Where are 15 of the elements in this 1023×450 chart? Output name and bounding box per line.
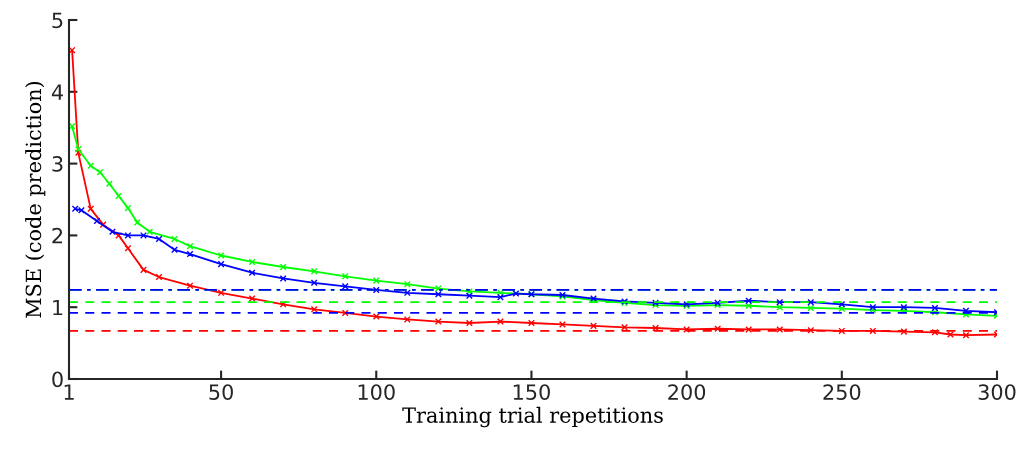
x-tick-label: 1 — [64, 384, 74, 400]
x-tick-label: 50 — [209, 384, 233, 400]
x-tick-label: 100 — [358, 384, 395, 400]
x-tick-label: 150 — [513, 384, 550, 400]
y-tick-label: 5 — [52, 12, 63, 29]
y-axis-title: MSE (code prediction) — [25, 81, 46, 318]
x-tick-label: 200 — [668, 384, 706, 400]
y-tick-label: 3 — [52, 156, 63, 172]
x-tick-label: 250 — [823, 384, 861, 400]
y-tick-label: 0 — [52, 371, 63, 388]
x-axis-title: Training trial repetitions — [402, 406, 663, 428]
x-tick-label: 300 — [978, 384, 1016, 400]
y-tick-label: 4 — [51, 84, 63, 100]
y-tick-label: 2 — [52, 227, 63, 244]
y-tick-label: 1 — [53, 299, 63, 316]
